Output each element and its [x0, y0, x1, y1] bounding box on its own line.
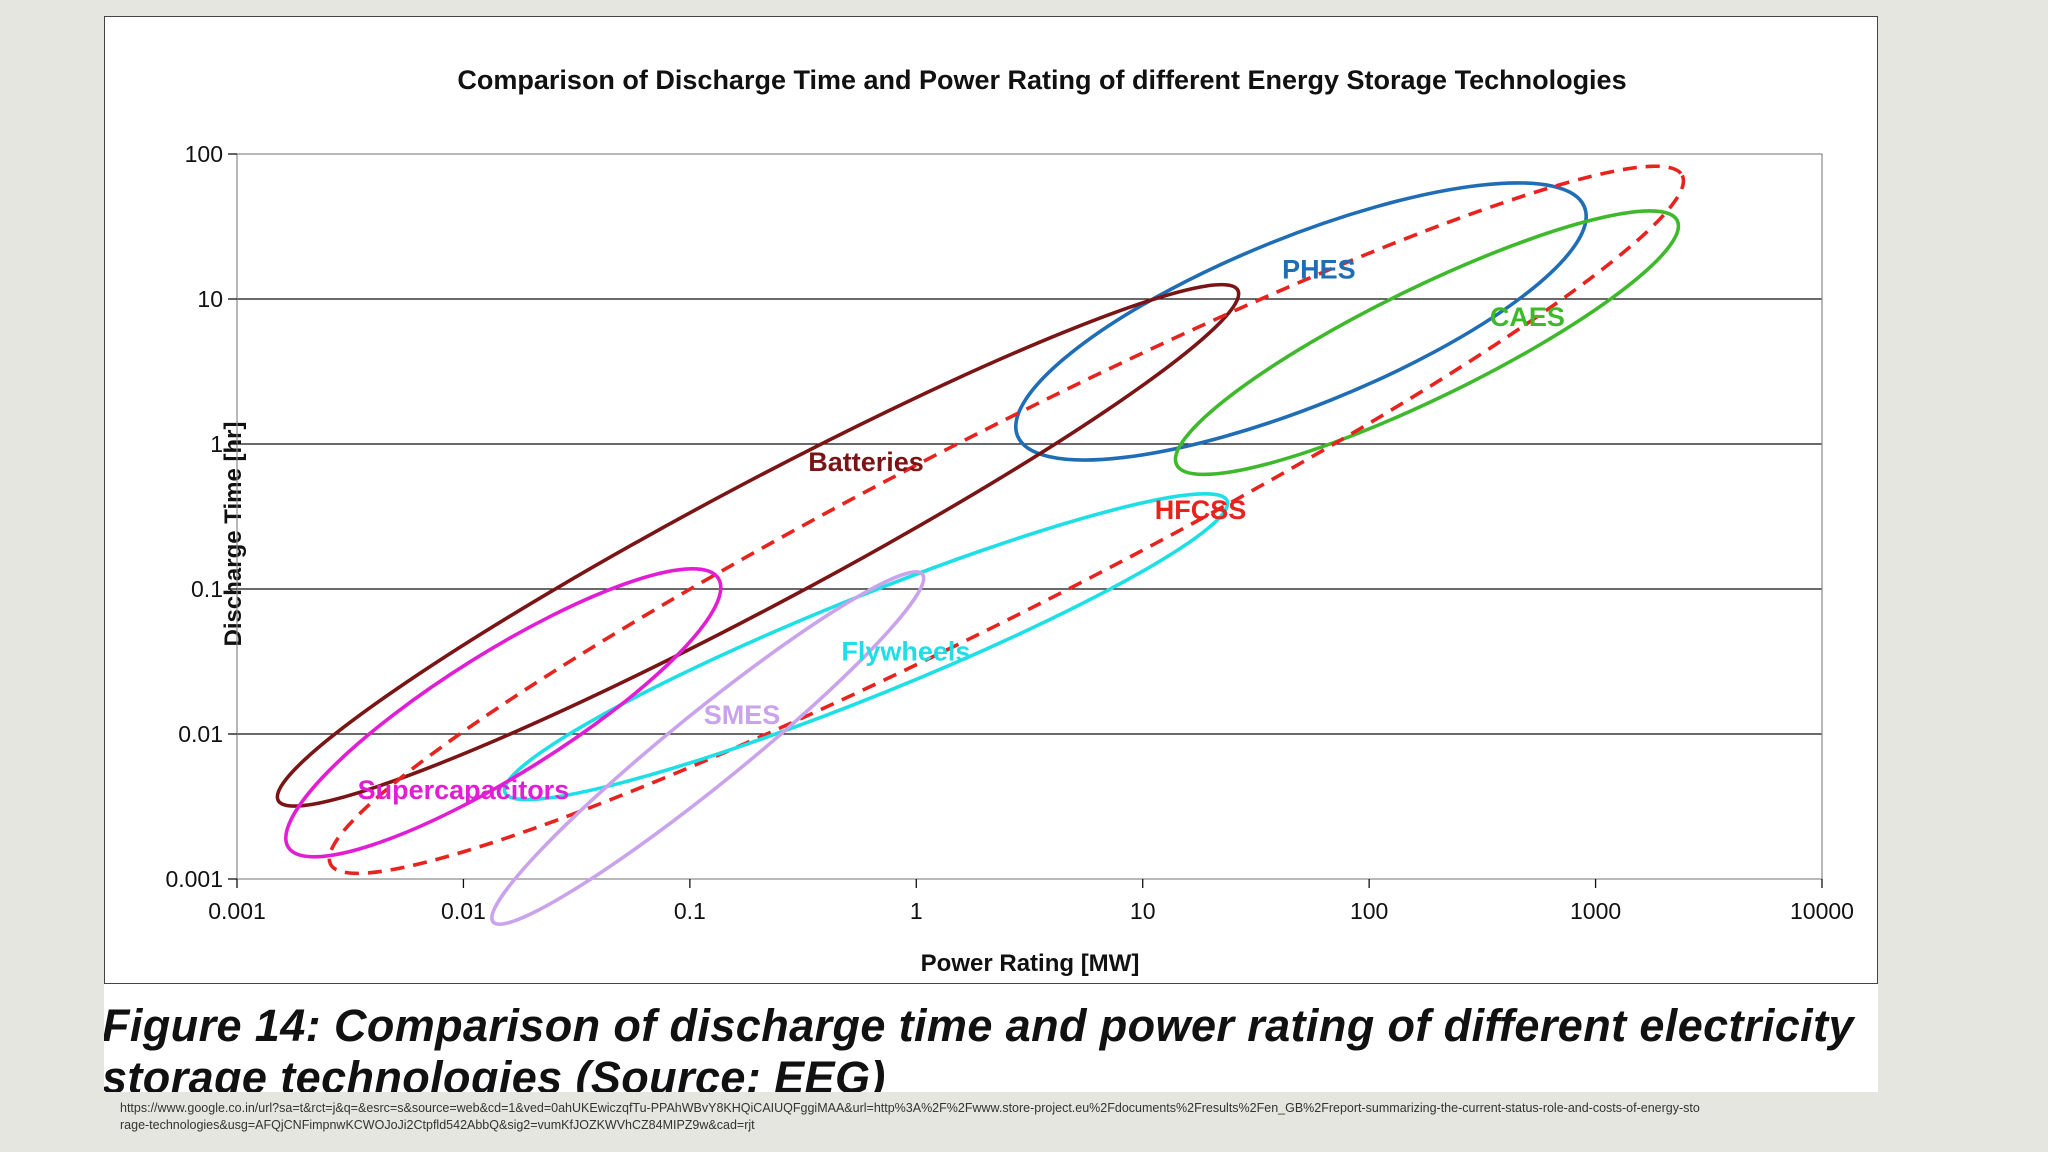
ellipse-batteries	[275, 282, 1241, 808]
ellipse-supercapacitors	[284, 567, 723, 859]
ellipse-hfcss	[327, 164, 1686, 876]
label-caes: CAES	[1490, 302, 1565, 332]
y-axis-label: Discharge Time [hr]	[220, 422, 247, 647]
label-supercapacitors: Supercapacitors	[358, 775, 570, 805]
chart-title: Comparison of Discharge Time and Power R…	[457, 65, 1626, 95]
y-tick-label: 1	[210, 431, 223, 457]
x-tick-label: 1	[910, 898, 923, 924]
x-tick-label: 10000	[1790, 898, 1854, 924]
y-tick-label: 0.01	[178, 721, 223, 747]
label-smes: SMES	[704, 700, 781, 730]
series-layer	[275, 164, 1686, 926]
y-tick-label: 0.1	[191, 576, 223, 602]
x-tick-label: 1000	[1570, 898, 1621, 924]
plot-area	[236, 153, 1823, 880]
label-hfcss: HFCSS	[1155, 495, 1247, 525]
chart-svg: Comparison of Discharge Time and Power R…	[165, 65, 1854, 977]
chart-frame: Comparison of Discharge Time and Power R…	[104, 16, 1878, 984]
x-tick-label: 10	[1130, 898, 1156, 924]
label-flywheels: Flywheels	[841, 637, 970, 667]
slide-panel: Comparison of Discharge Time and Power R…	[104, 16, 1878, 1092]
x-tick-label: 0.1	[674, 898, 706, 924]
ellipse-phes	[1014, 181, 1588, 462]
x-tick-label: 0.001	[208, 898, 266, 924]
x-tick-label: 100	[1350, 898, 1388, 924]
y-tick-label: 100	[185, 141, 223, 167]
y-tick-label: 10	[197, 286, 223, 312]
ellipse-caes	[1173, 209, 1681, 477]
y-tick-labels: 0.001 0.01 0.1 1 10 100	[165, 141, 237, 892]
x-axis-label: Power Rating [MW]	[921, 950, 1140, 977]
x-tick-labels: 0.001 0.01 0.1 1 10 100 1000 10000	[208, 879, 1854, 924]
grid-layer	[237, 298, 1822, 735]
label-layer: PHES CAES Batteries HFCSS Flywheels SMES Super…	[358, 254, 1565, 805]
y-tick-label: 0.001	[165, 866, 223, 892]
label-batteries: Batteries	[808, 447, 924, 477]
x-tick-label: 0.01	[441, 898, 486, 924]
figure-caption: Figure 14: Comparison of discharge time …	[104, 1000, 1854, 1092]
label-phes: PHES	[1282, 254, 1356, 284]
source-url: https://www.google.co.in/url?sa=t&rct=j&…	[120, 1101, 1700, 1132]
ellipse-smes	[490, 570, 926, 926]
